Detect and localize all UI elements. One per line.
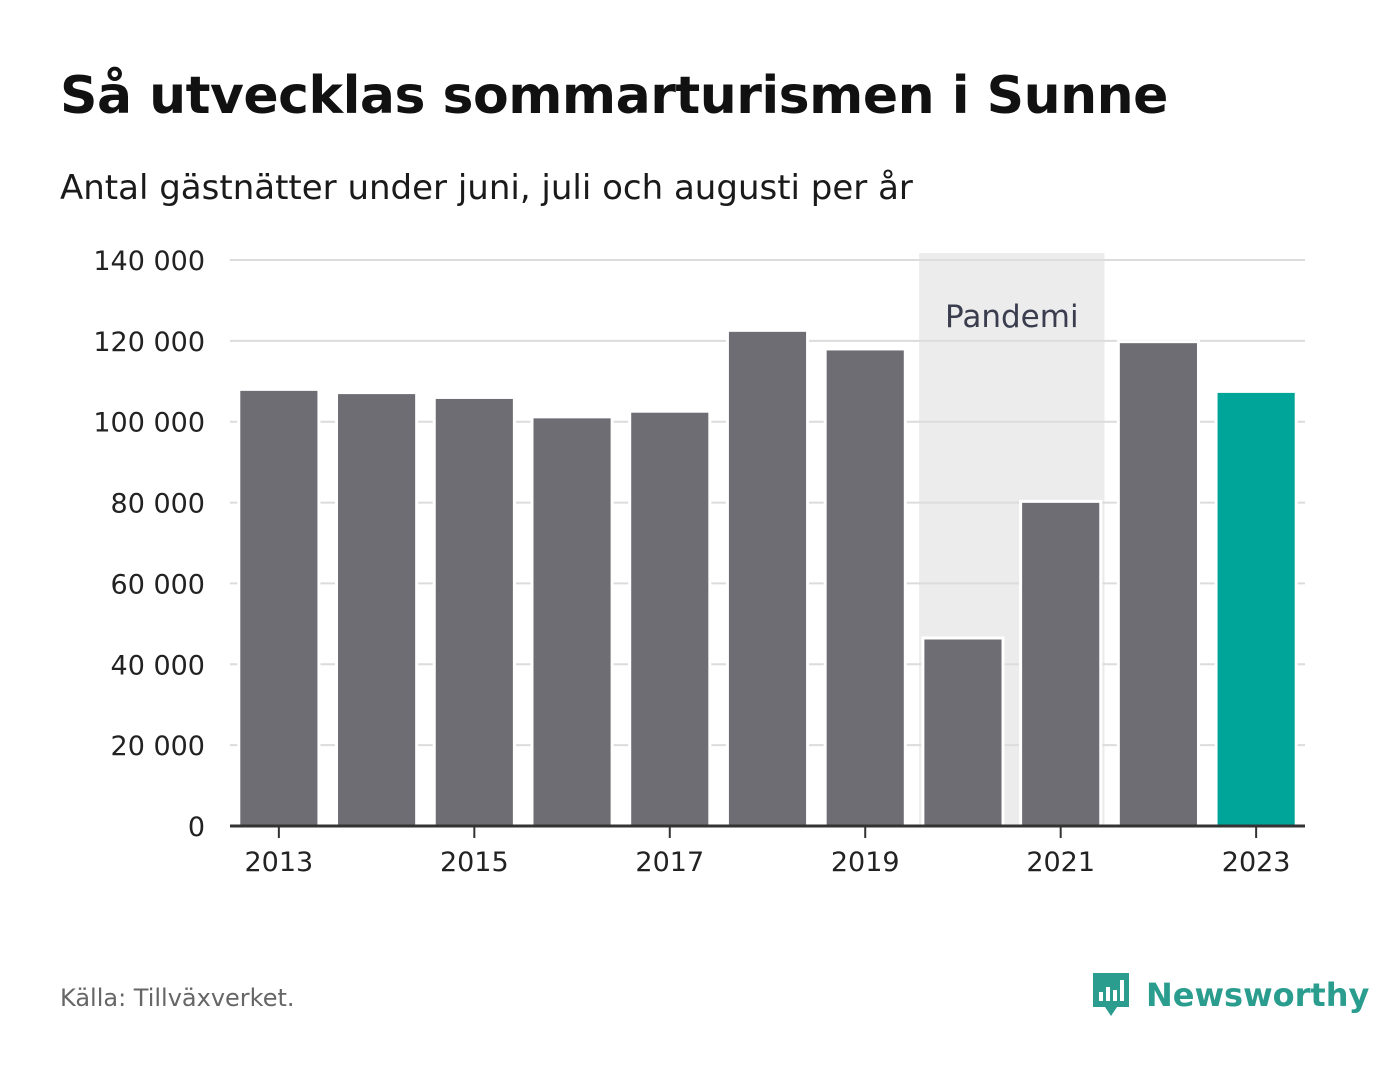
bar-2021 (1019, 499, 1103, 828)
bar-2015 (432, 395, 516, 828)
y-tick-label: 140 000 (93, 246, 205, 277)
y-tick-label: 20 000 (111, 731, 205, 762)
y-tick-label: 100 000 (93, 408, 205, 439)
source-note: Källa: Tillväxverket. (60, 984, 295, 1012)
x-tick-label: 2015 (440, 847, 509, 878)
y-tick-label: 80 000 (111, 489, 205, 520)
bar-2020 (921, 636, 1005, 828)
brand-name: Newsworthy (1146, 976, 1370, 1014)
brand-logo-group: Newsworthy (1090, 970, 1369, 1020)
chart-subtitle: Antal gästnätter under juni, juli och au… (60, 168, 913, 208)
bar-2019 (823, 347, 907, 828)
bar-2014 (335, 391, 419, 828)
newsworthy-logo-icon (1093, 973, 1129, 1016)
bar-2016 (530, 415, 614, 828)
x-tick-label: 2021 (1026, 847, 1095, 878)
y-tick-label: 0 (188, 812, 205, 843)
bar-2023 (1214, 389, 1298, 828)
bar-2013 (237, 387, 321, 828)
y-tick-label: 120 000 (93, 327, 205, 358)
x-tick-label: 2023 (1222, 847, 1291, 878)
y-tick-label: 40 000 (111, 650, 205, 681)
bar-chart: 0 20 000 40 000 60 000 80 000 100 000 120 000 1… (93, 246, 1305, 878)
bar-2022 (1116, 340, 1200, 828)
x-tick-label: 2017 (635, 847, 704, 878)
pandemic-label: Pandemi (945, 299, 1079, 335)
x-tick-label: 2013 (245, 847, 314, 878)
y-tick-label: 60 000 (111, 569, 205, 600)
bar-2018 (725, 328, 810, 828)
chart-title: Så utvecklas sommarturismen i Sunne (60, 66, 1168, 126)
bar-2017 (628, 409, 712, 828)
x-tick-label: 2019 (831, 847, 900, 878)
